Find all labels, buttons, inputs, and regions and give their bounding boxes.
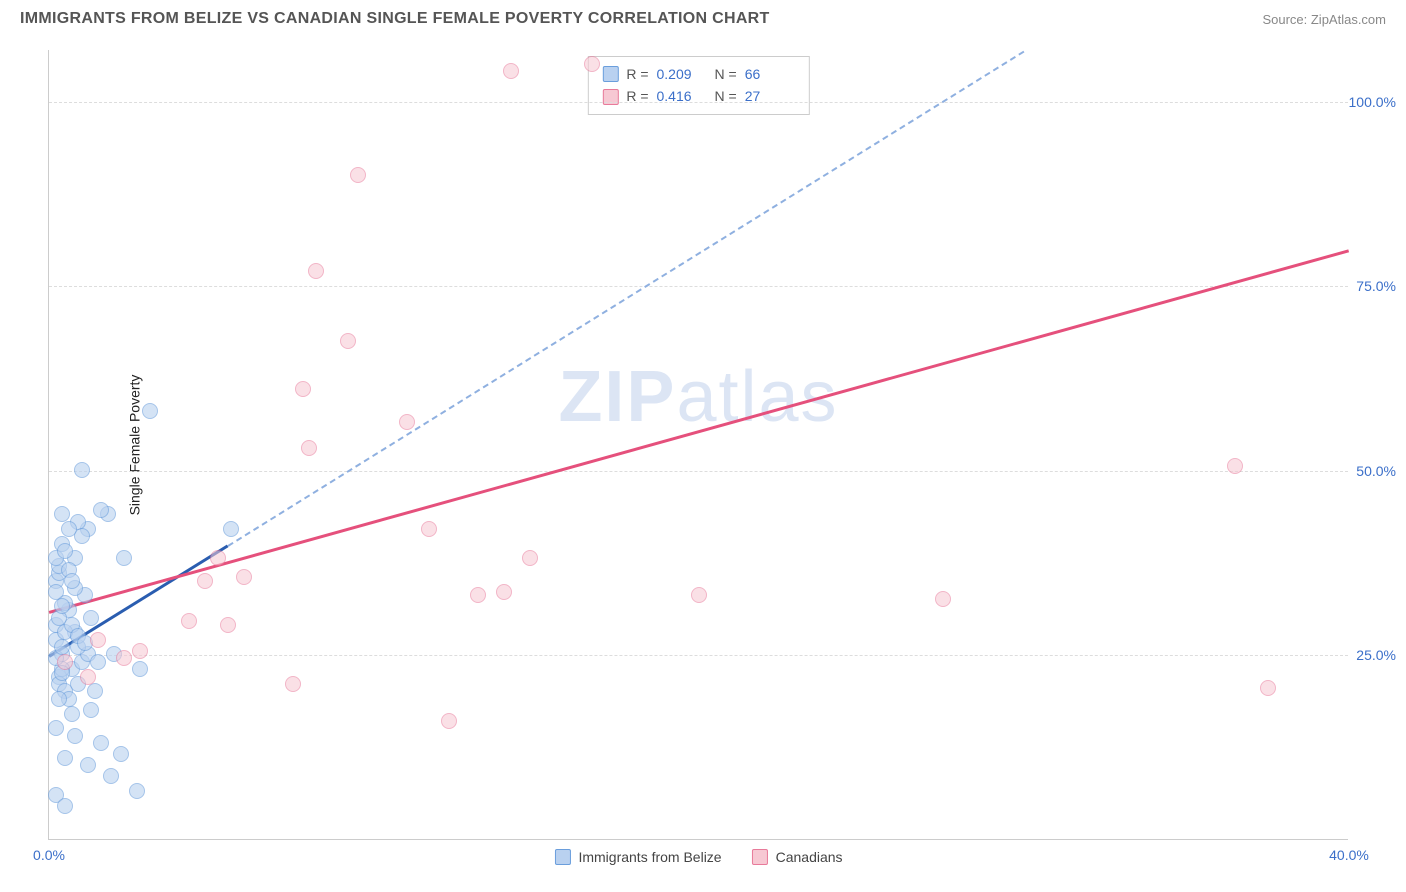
scatter-point <box>129 783 145 799</box>
watermark: ZIPatlas <box>558 356 838 438</box>
scatter-point <box>83 702 99 718</box>
scatter-point <box>441 713 457 729</box>
grid-line <box>49 655 1348 656</box>
scatter-point <box>74 462 90 478</box>
legend-item: Immigrants from Belize <box>554 849 721 865</box>
legend-item: Canadians <box>752 849 843 865</box>
scatter-point <box>90 632 106 648</box>
x-tick-label: 40.0% <box>1329 847 1369 863</box>
scatter-point <box>93 735 109 751</box>
legend-r-value: 0.209 <box>657 63 707 85</box>
legend-n-label: N = <box>715 85 737 107</box>
legend-r-label: R = <box>626 85 648 107</box>
y-tick-label: 25.0% <box>1356 647 1396 663</box>
legend-swatch-icon <box>602 66 618 82</box>
scatter-point <box>503 63 519 79</box>
scatter-point <box>54 506 70 522</box>
scatter-point <box>113 746 129 762</box>
scatter-point <box>496 584 512 600</box>
scatter-point <box>54 639 70 655</box>
scatter-point <box>1260 680 1276 696</box>
y-tick-label: 75.0% <box>1356 278 1396 294</box>
scatter-point <box>51 691 67 707</box>
scatter-point <box>421 521 437 537</box>
scatter-point <box>301 440 317 456</box>
source-label: Source: <box>1262 12 1310 27</box>
scatter-point <box>57 750 73 766</box>
legend-row: R = 0.416 N = 27 <box>602 85 794 107</box>
scatter-point <box>223 521 239 537</box>
legend-correlation: R = 0.209 N = 66 R = 0.416 N = 27 <box>587 56 809 115</box>
scatter-point <box>132 661 148 677</box>
scatter-point <box>470 587 486 603</box>
legend-bottom: Immigrants from Belize Canadians <box>554 849 842 865</box>
scatter-point <box>87 683 103 699</box>
y-tick-label: 100.0% <box>1349 94 1396 110</box>
scatter-point <box>57 654 73 670</box>
scatter-point <box>57 543 73 559</box>
scatter-point <box>54 598 70 614</box>
scatter-point <box>308 263 324 279</box>
scatter-point <box>181 613 197 629</box>
scatter-point <box>93 502 109 518</box>
legend-n-value: 27 <box>745 85 795 107</box>
legend-n-label: N = <box>715 63 737 85</box>
trendline <box>49 249 1350 613</box>
watermark-zip: ZIP <box>558 357 676 437</box>
legend-n-value: 66 <box>745 63 795 85</box>
legend-swatch-icon <box>752 849 768 865</box>
legend-r-value: 0.416 <box>657 85 707 107</box>
chart-source: Source: ZipAtlas.com <box>1262 12 1386 27</box>
legend-r-label: R = <box>626 63 648 85</box>
chart-title: IMMIGRANTS FROM BELIZE VS CANADIAN SINGL… <box>20 10 770 28</box>
scatter-point <box>80 757 96 773</box>
scatter-point <box>584 56 600 72</box>
scatter-point <box>90 654 106 670</box>
legend-swatch-icon <box>554 849 570 865</box>
grid-line <box>49 471 1348 472</box>
scatter-point <box>132 643 148 659</box>
scatter-point <box>399 414 415 430</box>
scatter-point <box>691 587 707 603</box>
scatter-point <box>64 706 80 722</box>
scatter-point <box>116 650 132 666</box>
scatter-point <box>295 381 311 397</box>
legend-row: R = 0.209 N = 66 <box>602 63 794 85</box>
source-value: ZipAtlas.com <box>1311 12 1386 27</box>
chart-container: Single Female Poverty ZIPatlas R = 0.209… <box>48 50 1378 840</box>
scatter-point <box>80 669 96 685</box>
scatter-point <box>285 676 301 692</box>
scatter-point <box>103 768 119 784</box>
scatter-point <box>142 403 158 419</box>
scatter-point <box>350 167 366 183</box>
chart-header: IMMIGRANTS FROM BELIZE VS CANADIAN SINGL… <box>0 0 1406 36</box>
scatter-point <box>116 550 132 566</box>
legend-item-label: Immigrants from Belize <box>578 849 721 865</box>
scatter-point <box>935 591 951 607</box>
y-tick-label: 50.0% <box>1356 463 1396 479</box>
scatter-point <box>210 550 226 566</box>
trendline <box>227 50 1024 546</box>
scatter-point <box>522 550 538 566</box>
scatter-point <box>220 617 236 633</box>
scatter-point <box>83 610 99 626</box>
scatter-point <box>1227 458 1243 474</box>
plot-area: ZIPatlas R = 0.209 N = 66 R = 0.416 N = … <box>48 50 1348 840</box>
scatter-point <box>57 798 73 814</box>
scatter-point <box>48 584 64 600</box>
scatter-point <box>48 720 64 736</box>
scatter-point <box>61 521 77 537</box>
grid-line <box>49 102 1348 103</box>
scatter-point <box>197 573 213 589</box>
scatter-point <box>236 569 252 585</box>
scatter-point <box>67 728 83 744</box>
x-tick-label: 0.0% <box>33 847 65 863</box>
scatter-point <box>340 333 356 349</box>
grid-line <box>49 286 1348 287</box>
scatter-point <box>64 573 80 589</box>
legend-item-label: Canadians <box>776 849 843 865</box>
